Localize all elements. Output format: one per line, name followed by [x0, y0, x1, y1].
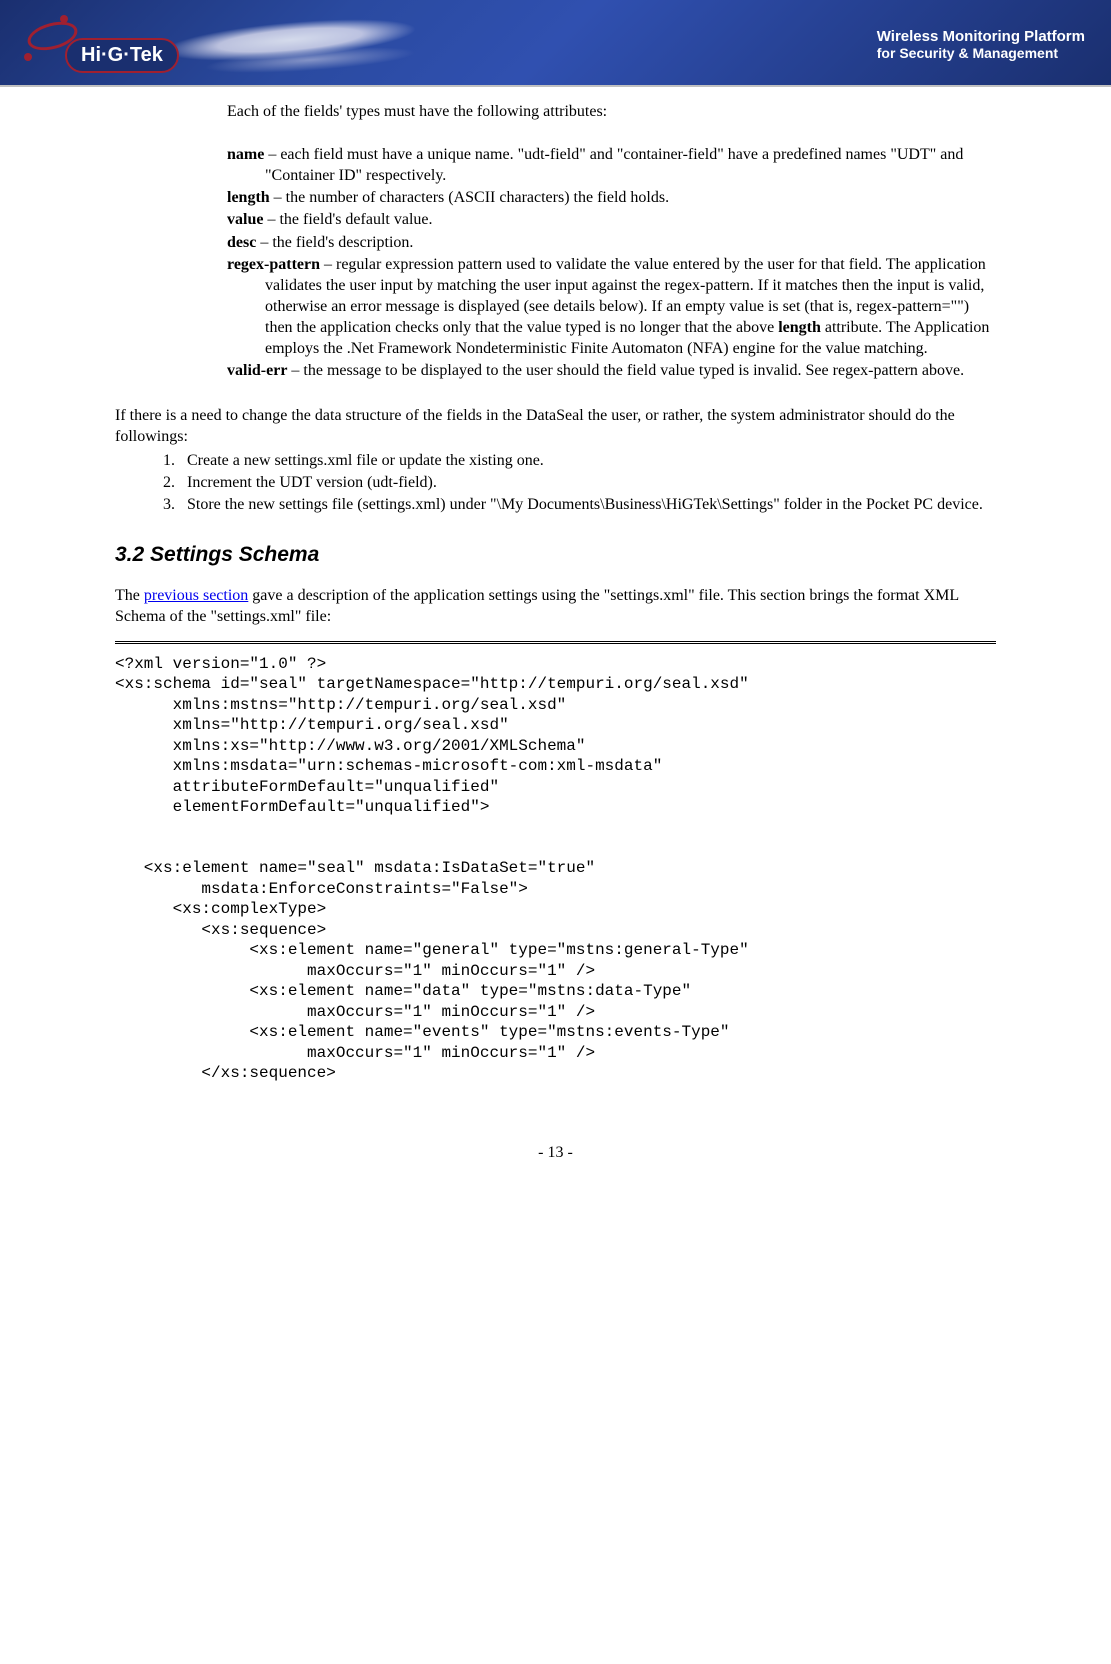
change-paragraph: If there is a need to change the data st…: [115, 405, 996, 447]
logo: Hi·G·Tek: [22, 8, 179, 73]
attr-desc: desc – the field's description.: [227, 232, 996, 253]
section-heading: 3.2 Settings Schema: [115, 541, 996, 569]
attributes-intro: Each of the fields' types must have the …: [227, 101, 996, 122]
page-body: Each of the fields' types must have the …: [0, 87, 1111, 1104]
step-3: Store the new settings file (settings.xm…: [179, 494, 996, 515]
step-2: Increment the UDT version (udt-field).: [179, 472, 996, 493]
logo-text: Hi·G·Tek: [65, 38, 179, 73]
attr-valid-err: valid-err – the message to be displayed …: [227, 360, 996, 381]
attr-value: value – the field's default value.: [227, 209, 996, 230]
page-footer: - 13 -: [0, 1144, 1111, 1172]
steps-list: Create a new settings.xml file or update…: [155, 450, 996, 515]
previous-section-link[interactable]: previous section: [144, 587, 248, 604]
attributes-list: name – each field must have a unique nam…: [227, 144, 996, 381]
tagline-sub: for Security & Management: [877, 45, 1085, 61]
attr-name: name – each field must have a unique nam…: [227, 144, 996, 186]
attr-length: length – the number of characters (ASCII…: [227, 187, 996, 208]
tagline-main: Wireless Monitoring Platform: [877, 28, 1085, 45]
header-banner: Hi·G·Tek Wireless Monitoring Platform fo…: [0, 0, 1111, 87]
step-1: Create a new settings.xml file or update…: [179, 450, 996, 471]
schema-paragraph: The previous section gave a description …: [115, 585, 996, 627]
xml-schema-code: <?xml version="1.0" ?> <xs:schema id="se…: [115, 654, 996, 1084]
horizontal-rule: [115, 641, 996, 644]
attr-regex-pattern: regex-pattern – regular expression patte…: [227, 254, 996, 360]
tagline: Wireless Monitoring Platform for Securit…: [877, 28, 1085, 61]
